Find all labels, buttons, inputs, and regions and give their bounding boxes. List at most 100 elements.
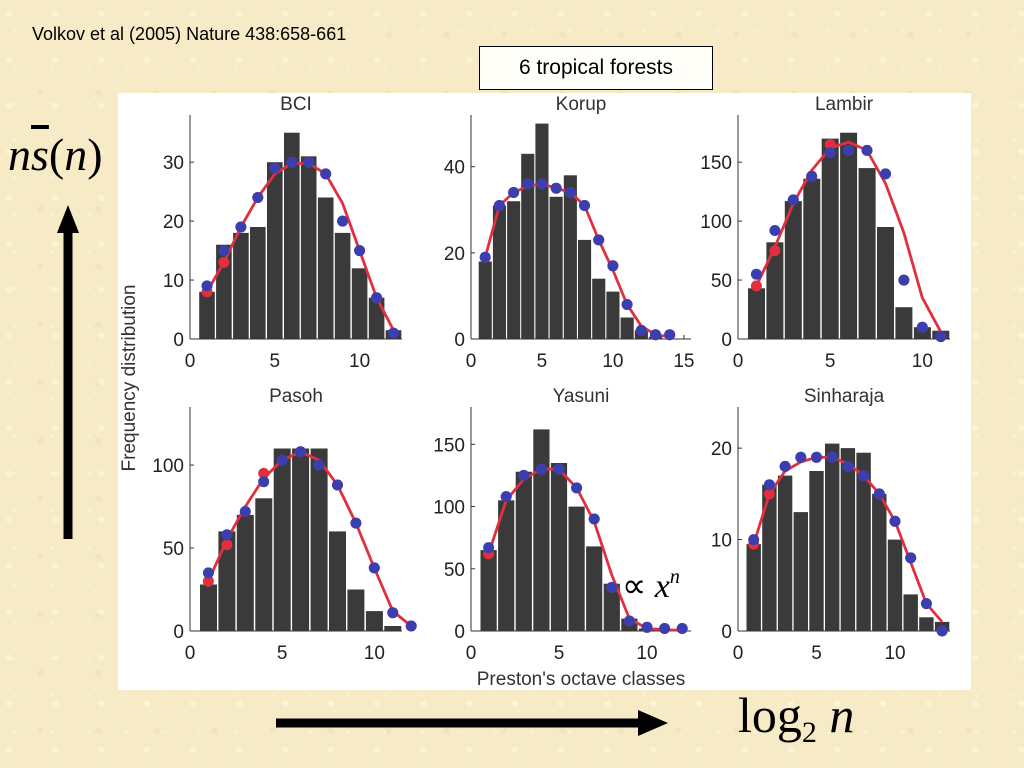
citation: Volkov et al (2005) Nature 438:658-661	[32, 24, 347, 44]
blue-point	[858, 470, 870, 482]
blue-point	[337, 215, 349, 227]
red-point	[221, 539, 233, 551]
y-tick-label: 100	[433, 498, 465, 519]
subplot-korup: 0 5 10 15 0 20 40 Korup	[444, 94, 695, 372]
bar	[365, 611, 383, 631]
bar	[480, 550, 497, 631]
bar	[793, 512, 808, 631]
subplot-title: Korup	[556, 94, 607, 115]
bar	[310, 448, 328, 631]
red-point	[202, 575, 214, 587]
bar	[803, 178, 821, 339]
subplot-title: BCI	[280, 94, 312, 115]
blue-point	[218, 245, 230, 257]
bar	[384, 626, 402, 631]
bar	[809, 471, 824, 631]
bar	[895, 307, 913, 339]
bar	[233, 232, 249, 339]
bar	[250, 227, 266, 339]
y-arrow-icon	[57, 205, 79, 539]
x-axis-equation: log2 n	[738, 686, 854, 750]
blue-point	[239, 506, 251, 517]
y-tick-label: 100	[700, 212, 732, 233]
bar	[858, 168, 876, 339]
blue-point	[553, 463, 565, 475]
bar	[292, 448, 310, 631]
blue-point	[588, 513, 600, 525]
bar	[521, 153, 535, 339]
bar	[236, 514, 254, 631]
blue-point	[350, 517, 362, 529]
bar	[515, 471, 532, 631]
red-point	[824, 139, 836, 150]
bar	[578, 239, 592, 339]
bar	[903, 594, 918, 631]
bar	[840, 448, 856, 631]
y-axis-label: Frequency distribution	[119, 285, 140, 472]
bar	[592, 278, 606, 339]
blue-point	[593, 234, 605, 246]
blue-point	[861, 144, 873, 156]
x-arrow-icon	[276, 710, 668, 736]
y-tick-label: 0	[173, 622, 184, 643]
eq-y-n: n	[8, 129, 31, 180]
y-tick-label: 0	[173, 330, 184, 351]
blue-point	[320, 168, 332, 180]
blue-point	[779, 460, 791, 472]
blue-point	[916, 321, 928, 333]
bar	[762, 484, 777, 631]
blue-point	[748, 534, 760, 546]
eq-y-s-bar: s	[31, 129, 49, 180]
x-tick-label: 0	[185, 351, 196, 372]
bar	[748, 288, 765, 339]
blue-point	[898, 274, 910, 286]
blue-point	[235, 221, 247, 233]
eq-y-n2: n	[64, 129, 88, 180]
bar	[267, 162, 283, 339]
y-tick-label: 150	[433, 435, 465, 456]
bar	[913, 327, 931, 339]
blue-point	[623, 615, 635, 627]
bar	[273, 448, 291, 631]
blue-point	[763, 479, 775, 491]
bar	[777, 475, 793, 631]
blue-point	[935, 331, 947, 343]
bar	[255, 498, 273, 631]
bar	[766, 242, 784, 339]
bar	[334, 232, 351, 339]
x-tick-label: 0	[733, 351, 744, 372]
bar	[825, 443, 840, 631]
blue-point	[564, 187, 576, 198]
blue-point	[483, 542, 495, 554]
blue-point	[664, 329, 676, 341]
fit-curve	[205, 161, 395, 331]
y-tick-label: 20	[163, 212, 184, 233]
bar	[507, 201, 521, 339]
x-tick-label: 10	[349, 351, 370, 372]
x-tick-label: 5	[825, 351, 836, 372]
bar	[784, 201, 802, 339]
x-tick-label: 15	[673, 351, 694, 372]
bar	[200, 584, 217, 631]
x-tick-label: 5	[537, 351, 548, 372]
y-tick-label: 0	[721, 330, 732, 351]
red-point	[750, 280, 762, 292]
x-tick-label: 5	[270, 351, 281, 372]
subplot-bci: 0 5 10 0 10 20 30 BCI	[163, 94, 402, 372]
blue-point	[571, 482, 583, 494]
y-tick-label: 20	[444, 244, 465, 265]
tag-label: 6 tropical forests	[518, 56, 674, 79]
blue-point	[824, 147, 836, 159]
bar	[563, 175, 577, 339]
anno-symbol: ∝	[622, 568, 647, 605]
chart-panel: 0 5 10 0 10 20 30 BCI 0 5 10 15 0 20 40 Korup 0 5 10 0 50 100…	[118, 93, 971, 690]
bar	[620, 317, 634, 339]
blue-point	[201, 280, 213, 292]
bar	[603, 583, 620, 631]
y-tick-label: 100	[152, 456, 184, 477]
bar	[533, 429, 550, 631]
bar	[300, 156, 317, 339]
